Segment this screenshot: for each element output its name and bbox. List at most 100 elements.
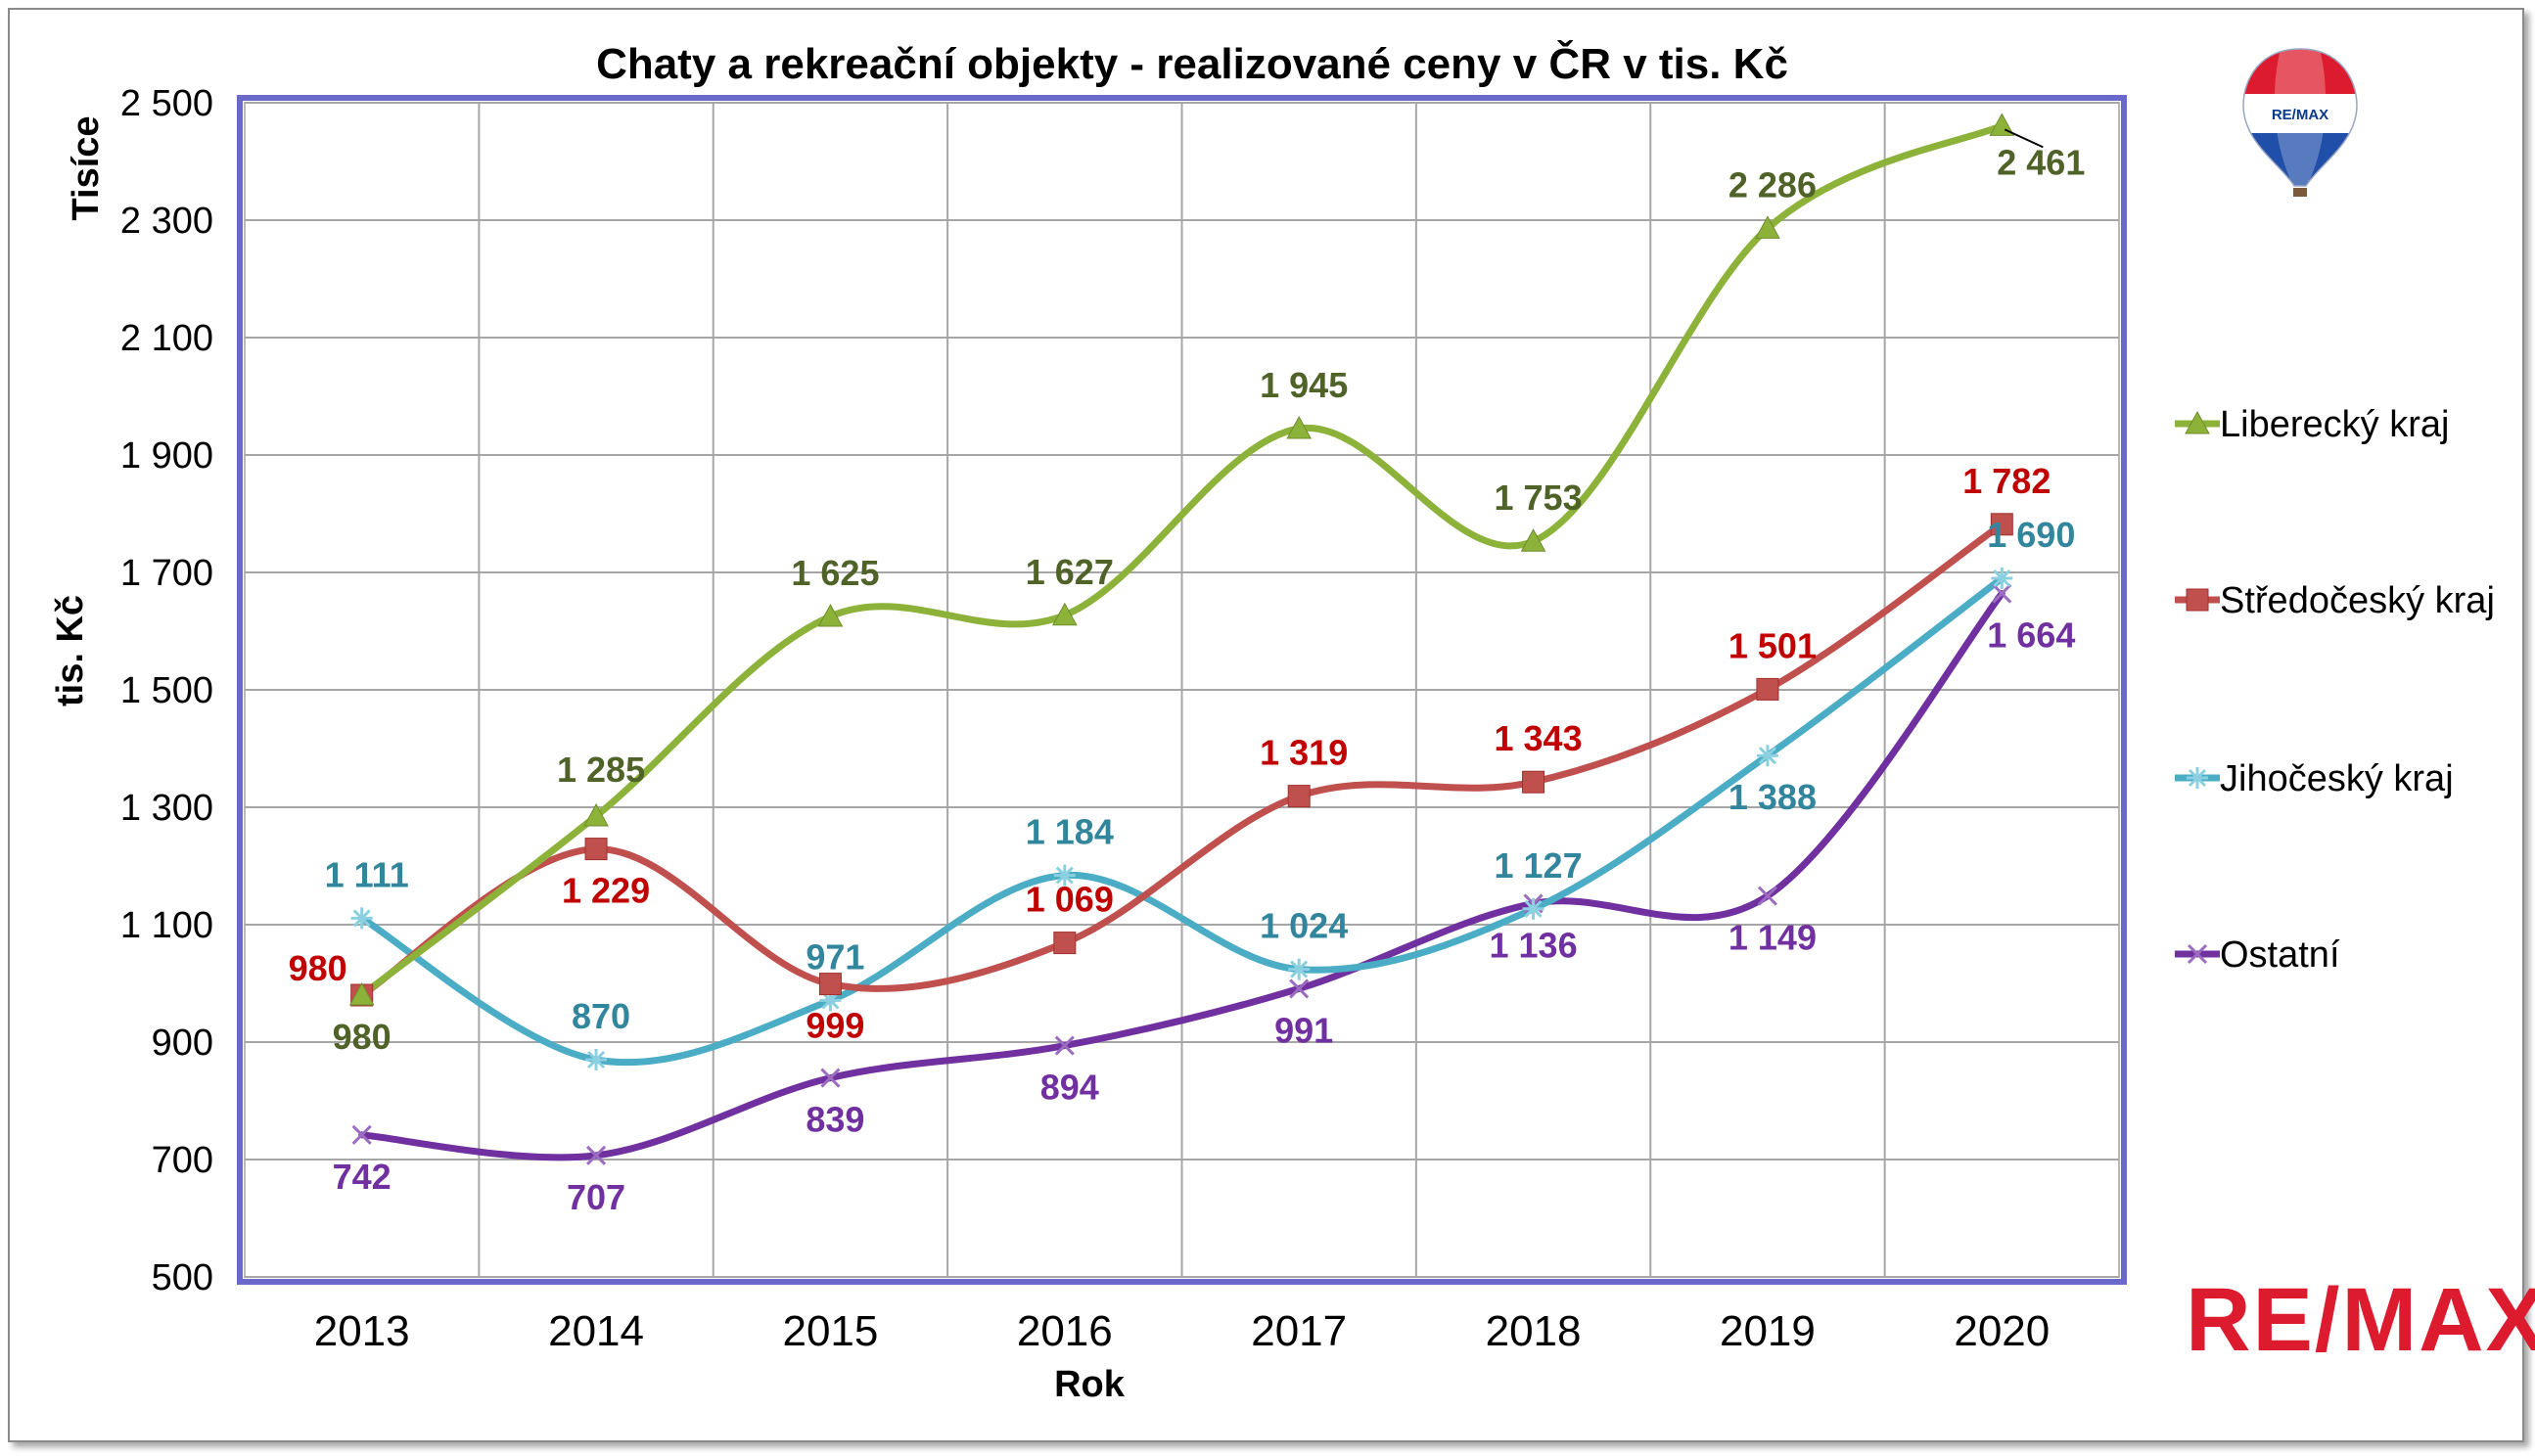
data-label: 1 664 bbox=[1987, 615, 2075, 656]
data-label: 1 136 bbox=[1490, 925, 1578, 965]
y-tick-label: 700 bbox=[152, 1140, 213, 1181]
data-point-marker bbox=[1757, 886, 1778, 906]
data-label: 1 285 bbox=[557, 750, 645, 790]
data-label: 707 bbox=[567, 1177, 625, 1217]
legend-label: Středočeský kraj bbox=[2220, 580, 2495, 621]
balloon-logo-text: RE/MAX bbox=[2272, 107, 2328, 123]
series-line-2 bbox=[358, 574, 2005, 1067]
data-point-marker bbox=[1520, 528, 1546, 552]
x-tick-label: 2014 bbox=[548, 1307, 644, 1355]
y-tick-label: 2 100 bbox=[120, 318, 213, 359]
data-label: 2 461 bbox=[1997, 142, 2085, 182]
balloon-logo: RE/MAX bbox=[2242, 48, 2358, 197]
legend-label: Jihočeský kraj bbox=[2220, 758, 2454, 799]
x-tick-label: 2018 bbox=[1486, 1307, 1582, 1355]
y-tick-label: 1 300 bbox=[120, 788, 213, 829]
plot-border bbox=[237, 95, 2127, 1285]
data-point-marker bbox=[1053, 932, 1077, 955]
data-point-marker bbox=[583, 802, 609, 827]
legend-marker bbox=[2185, 410, 2210, 434]
data-point-marker bbox=[585, 1049, 608, 1070]
x-tick-label: 2013 bbox=[314, 1307, 410, 1355]
x-tick-label: 2015 bbox=[782, 1307, 878, 1355]
x-axis-ticks: 2013 2014 2015 2016 2017 2018 2019 2020 bbox=[314, 1307, 2051, 1355]
data-point-marker bbox=[1756, 677, 1779, 701]
data-point-marker bbox=[1287, 785, 1311, 808]
x-tick-label: 2019 bbox=[1720, 1307, 1816, 1355]
data-label: 1 229 bbox=[562, 871, 650, 911]
y-unit-label: Tisíce bbox=[66, 115, 107, 220]
data-label: 999 bbox=[806, 1006, 864, 1046]
data-labels: 980 1 285 1 625 1 627 1 945 1 753 2 286 2 461 98… bbox=[289, 128, 2085, 1217]
data-point-marker bbox=[1992, 583, 2012, 604]
data-label: 980 bbox=[289, 948, 347, 988]
data-point-marker bbox=[817, 603, 844, 627]
y-tick-label: 1 900 bbox=[120, 435, 213, 477]
legend-marker bbox=[2187, 943, 2208, 965]
data-point-marker bbox=[818, 973, 842, 996]
data-label: 980 bbox=[333, 1017, 392, 1057]
data-label: 870 bbox=[572, 996, 630, 1036]
data-point-marker bbox=[1053, 864, 1076, 887]
data-point-marker bbox=[348, 981, 375, 1006]
data-label: 1 945 bbox=[1260, 365, 1348, 405]
label-leader-line bbox=[2004, 128, 2044, 149]
series-line-0 bbox=[358, 121, 2005, 999]
data-label: 894 bbox=[1040, 1068, 1099, 1108]
data-label: 1 069 bbox=[1026, 880, 1114, 920]
data-label: 2 286 bbox=[1728, 164, 1817, 205]
legend-marker bbox=[2187, 767, 2208, 789]
data-label: 1 388 bbox=[1728, 777, 1817, 817]
data-point-marker bbox=[586, 1145, 607, 1165]
data-label: 971 bbox=[806, 936, 864, 977]
y-axis-label: tis. Kč bbox=[50, 595, 91, 706]
data-label: 839 bbox=[806, 1100, 864, 1140]
data-point-marker bbox=[820, 1068, 841, 1088]
data-point-marker bbox=[819, 989, 842, 1012]
y-axis-ticks: 500 700 900 1 100 1 300 1 500 1 700 1 900 2 100 2… bbox=[120, 83, 213, 1298]
data-point-marker bbox=[1755, 215, 1780, 239]
data-label: 1 184 bbox=[1026, 812, 1114, 852]
series-line-1 bbox=[358, 521, 2005, 999]
chart-title: Chaty a rekreační objekty - realizované … bbox=[596, 38, 1788, 88]
data-point-marker bbox=[1522, 770, 1545, 794]
data-point-marker bbox=[351, 1124, 372, 1145]
y-tick-label: 900 bbox=[152, 1023, 213, 1064]
data-point-marker bbox=[1054, 1035, 1075, 1056]
series-markers bbox=[348, 113, 2015, 1165]
data-point-marker bbox=[1991, 568, 2013, 589]
data-point-marker bbox=[1756, 745, 1778, 767]
data-label: 1 625 bbox=[791, 553, 879, 593]
y-tick-label: 500 bbox=[152, 1257, 213, 1298]
data-label: 1 753 bbox=[1495, 478, 1583, 518]
data-point-marker bbox=[1286, 415, 1313, 439]
y-tick-label: 1 700 bbox=[120, 553, 213, 594]
data-label: 1 319 bbox=[1260, 733, 1348, 773]
data-point-marker bbox=[584, 838, 608, 861]
x-tick-label: 2017 bbox=[1251, 1307, 1347, 1355]
data-point-marker bbox=[1990, 513, 2013, 536]
data-label: 1 782 bbox=[1962, 461, 2051, 501]
data-label: 1 501 bbox=[1728, 625, 1817, 665]
data-label: 1 111 bbox=[325, 854, 409, 894]
data-label: 1 024 bbox=[1260, 906, 1348, 946]
x-tick-label: 2020 bbox=[1954, 1307, 2050, 1355]
data-label: 1 627 bbox=[1026, 552, 1114, 592]
data-point-marker bbox=[1522, 897, 1544, 920]
data-label: 742 bbox=[333, 1157, 392, 1197]
remax-logo: RE/MAX bbox=[2186, 1270, 2535, 1370]
y-tick-label: 1 500 bbox=[120, 670, 213, 711]
data-point-marker bbox=[350, 907, 373, 930]
legend-marker bbox=[2186, 588, 2209, 612]
data-label: 991 bbox=[1274, 1010, 1333, 1050]
data-label: 1 690 bbox=[1987, 515, 2075, 555]
legend: Liberecký kraj Středočeský kraj Jihočeský … bbox=[2175, 404, 2495, 976]
y-tick-label: 1 100 bbox=[120, 905, 213, 946]
y-tick-label: 2 300 bbox=[120, 201, 213, 242]
legend-label: Liberecký kraj bbox=[2220, 404, 2449, 445]
x-axis-label: Rok bbox=[1054, 1364, 1126, 1405]
data-label: 1 127 bbox=[1495, 845, 1583, 886]
y-tick-label: 2 500 bbox=[120, 83, 213, 124]
x-tick-label: 2016 bbox=[1017, 1307, 1113, 1355]
